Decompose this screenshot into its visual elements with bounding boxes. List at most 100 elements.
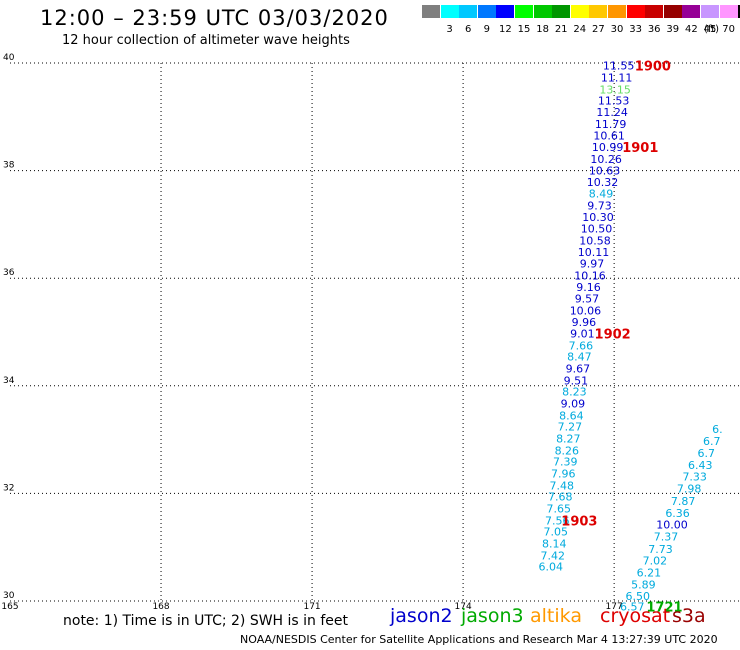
color-scale-unit: (ft) <box>704 24 720 35</box>
swh-value-label: 6.7 <box>703 435 721 448</box>
satellite-altika: altika <box>530 605 582 627</box>
swh-value-label: 10.99 <box>592 141 624 154</box>
swh-value-label: 9.16 <box>576 281 601 294</box>
scale-label: 18 <box>536 24 549 35</box>
swh-value-label: 8.49 <box>589 188 614 201</box>
footer-note: note: 1) Time is in UTC; 2) SWH is in fe… <box>63 613 349 629</box>
scale-label: 6 <box>465 24 472 35</box>
swh-value-label: 9.51 <box>564 374 589 387</box>
swh-value-label: 10.16 <box>574 270 606 283</box>
scale-label: 21 <box>554 24 568 35</box>
time-label: 1901 <box>622 141 658 156</box>
satellite-jason3: jason3 <box>461 605 524 627</box>
swh-value-label: 9.96 <box>572 316 597 329</box>
swh-value-label: 6.7 <box>698 447 716 460</box>
swh-value-label: 6. <box>712 423 723 436</box>
swh-value-label: 8.27 <box>556 433 581 446</box>
swh-value-label: 6.36 <box>665 507 690 520</box>
swh-value-label: 10.61 <box>593 130 625 143</box>
swh-value-label: 9.01 <box>570 328 595 341</box>
swh-value-label: 7.96 <box>551 467 576 480</box>
swh-value-label: 10.26 <box>590 153 622 166</box>
scale-swatch <box>422 5 440 18</box>
swh-value-label: 9.09 <box>561 398 586 411</box>
scale-label: 9 <box>483 24 490 35</box>
scale-swatch <box>701 5 719 18</box>
y-tick-label: 38 <box>3 161 15 171</box>
scale-label: 36 <box>647 24 661 35</box>
scale-swatch <box>682 5 701 18</box>
swh-value-label: 7.48 <box>550 479 575 492</box>
swh-value-label: 10.50 <box>581 223 613 236</box>
swh-value-label: 8.64 <box>559 409 584 422</box>
swh-value-label: 6.21 <box>637 566 662 579</box>
scale-label: 39 <box>666 24 680 35</box>
page-subtitle: 12 hour collection of altimeter wave hei… <box>62 33 350 48</box>
scale-label: 70 <box>722 24 735 35</box>
scale-swatch <box>440 5 459 18</box>
x-tick-label: 177 <box>606 602 623 612</box>
swh-value-label: 11.79 <box>595 118 627 131</box>
page-title: 12:00 – 23:59 UTC 03/03/2020 <box>40 6 389 30</box>
swh-value-label: 10.11 <box>578 246 610 259</box>
x-tick-label: 168 <box>152 602 169 612</box>
swh-value-label: 9.57 <box>575 293 600 306</box>
scale-label: 33 <box>629 24 642 35</box>
scale-label: 45 <box>703 24 717 35</box>
scale-swatch <box>496 5 515 18</box>
x-tick-label: 174 <box>455 602 472 612</box>
swh-value-label: 7.98 <box>677 483 702 496</box>
swh-value-label: 11.55 <box>603 60 635 73</box>
swh-value-label: 11.53 <box>598 95 630 108</box>
x-tick-label: 165 <box>1 602 18 612</box>
scale-swatch <box>626 5 645 18</box>
scale-label: 3 <box>446 24 453 35</box>
swh-value-label: 7.65 <box>547 502 572 515</box>
scale-label: 27 <box>592 24 605 35</box>
scale-swatch <box>570 5 589 18</box>
time-label: 1902 <box>595 328 631 343</box>
y-tick-label: 30 <box>3 591 15 601</box>
swh-value-label: 10.32 <box>587 176 619 189</box>
scale-swatch <box>533 5 552 18</box>
scale-label: 15 <box>517 24 531 35</box>
swh-value-label: 6.50 <box>626 590 651 603</box>
swh-value-label: 7.37 <box>654 530 679 543</box>
scale-swatch <box>459 5 478 18</box>
scale-swatch <box>477 5 496 18</box>
swh-value-label: 7.87 <box>671 495 696 508</box>
swh-value-label: 8.14 <box>542 537 567 550</box>
scale-label: 12 <box>499 24 512 35</box>
swh-value-label: 11.24 <box>596 106 628 119</box>
satellite-jason2: jason2 <box>390 605 453 627</box>
swh-value-label: 7.56 <box>545 514 570 527</box>
scale-label: 24 <box>573 24 587 35</box>
swh-value-label: 6.43 <box>688 459 713 472</box>
scale-label: 30 <box>610 24 624 35</box>
swh-value-label: 10.63 <box>589 165 621 178</box>
swh-value-label: 5.89 <box>631 578 656 591</box>
swh-value-label: 7.33 <box>682 471 707 484</box>
scale-swatch <box>663 5 682 18</box>
swh-value-label: 8.23 <box>562 386 587 399</box>
footer-credit: NOAA/NESDIS Center for Satellite Applica… <box>240 633 718 646</box>
satellite-s3a: s3a <box>672 605 706 627</box>
time-label: 1900 <box>635 60 671 75</box>
swh-value-label: 10.00 <box>656 519 688 532</box>
swh-value-label: 9.67 <box>566 363 591 376</box>
swh-value-label: 7.27 <box>558 421 583 434</box>
swh-value-label: 7.68 <box>548 491 573 504</box>
swh-value-label: 10.58 <box>579 235 611 248</box>
swh-value-label: 7.05 <box>543 526 568 539</box>
swh-value-label: 7.39 <box>553 456 578 469</box>
swh-value-label: 7.66 <box>569 339 594 352</box>
y-tick-label: 40 <box>3 53 15 63</box>
scale-label: 42 <box>685 24 698 35</box>
y-tick-label: 34 <box>3 376 15 386</box>
swh-value-label: 7.42 <box>540 549 565 562</box>
swh-value-label: 11.11 <box>601 72 633 85</box>
swh-value-label: 6.04 <box>538 561 563 574</box>
swh-value-label: 10.30 <box>582 211 614 224</box>
scale-swatch <box>645 5 664 18</box>
x-tick-label: 171 <box>303 602 320 612</box>
